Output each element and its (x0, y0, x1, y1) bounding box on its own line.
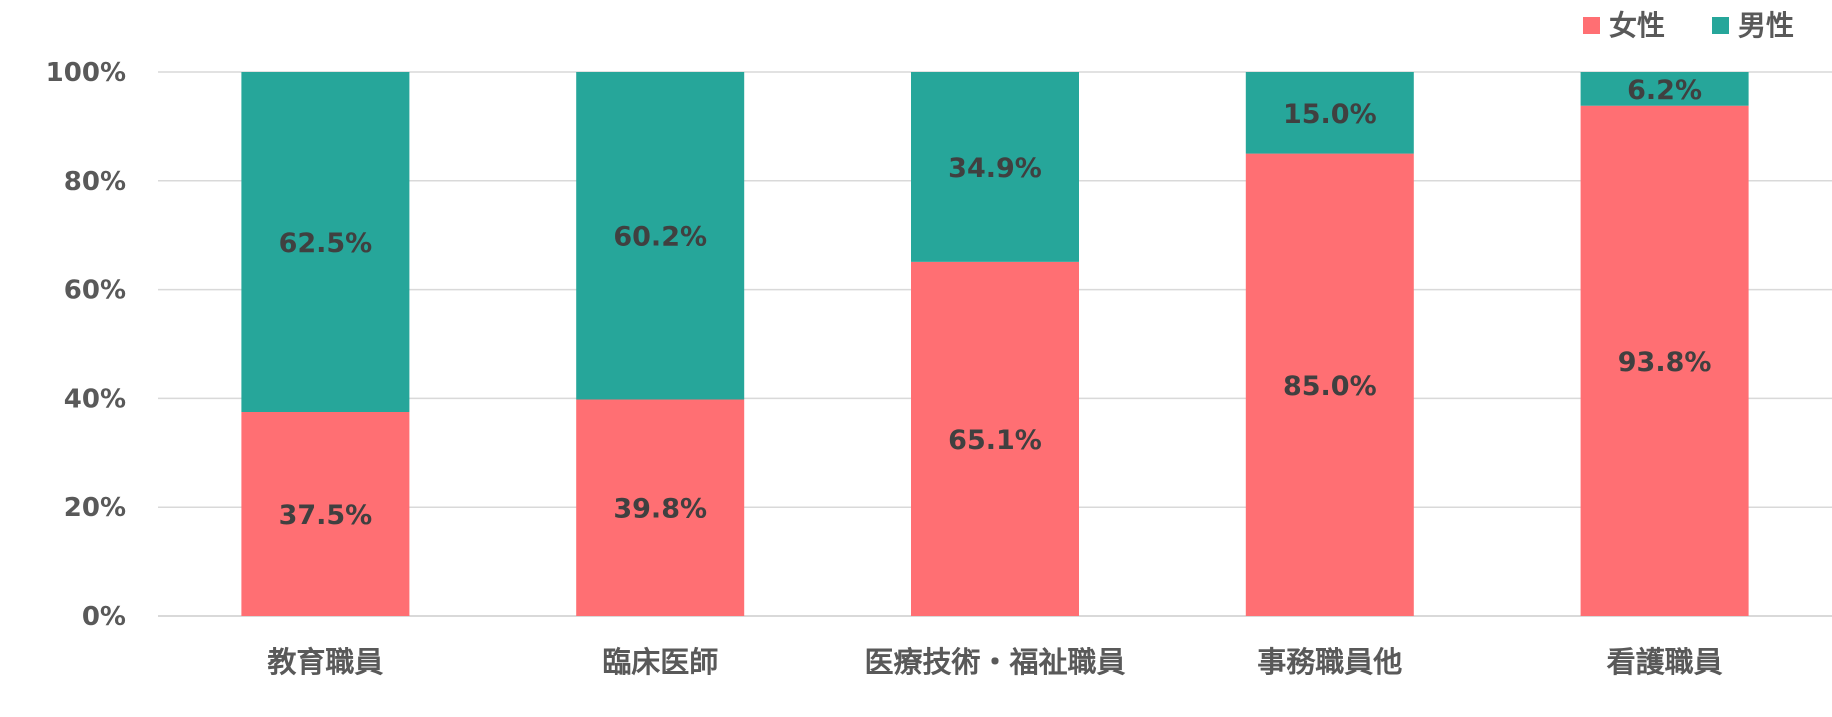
x-tick-label: 臨床医師 (602, 645, 718, 679)
x-tick-label: 医療技術・福祉職員 (864, 645, 1125, 679)
legend-swatch (1712, 17, 1729, 34)
bar-segment (1245, 72, 1414, 154)
y-tick-label: 80% (64, 167, 126, 197)
y-tick-label: 100% (46, 58, 126, 88)
data-label: 37.5% (279, 500, 373, 531)
data-labels: 37.5% 62.5% 39.8% 60.2% 65.1% 34.9% 85.0% 15.0%… (279, 75, 1712, 531)
data-label: 93.8% (1618, 347, 1712, 378)
x-tick-label: 事務職員他 (1257, 645, 1402, 679)
bar-segment (911, 261, 1079, 616)
bar-segment (1580, 72, 1749, 106)
bar-segment (576, 72, 745, 400)
data-label: 62.5% (279, 228, 373, 259)
y-axis-tick-labels: 0% 20% 40% 60% 80% 100% (46, 58, 126, 632)
data-label: 60.2% (613, 222, 707, 253)
legend: 女性 男性 (1583, 9, 1794, 42)
data-label: 34.9% (948, 153, 1042, 184)
bar-segment (241, 412, 410, 616)
y-tick-label: 40% (64, 384, 126, 414)
bar-segment (911, 72, 1079, 262)
bar-segment (576, 399, 745, 616)
bar-segment (241, 72, 410, 412)
data-label: 6.2% (1627, 75, 1702, 106)
legend-label: 女性 (1609, 9, 1665, 42)
y-tick-label: 20% (64, 493, 126, 523)
data-label: 85.0% (1283, 371, 1377, 402)
x-tick-label: 教育職員 (267, 645, 383, 679)
data-label: 65.1% (948, 425, 1042, 456)
x-axis-tick-labels: 教育職員 臨床医師 医療技術・福祉職員 事務職員他 看護職員 (267, 645, 1722, 679)
data-label: 15.0% (1283, 99, 1377, 130)
bar-segment (1245, 153, 1414, 616)
legend-label: 男性 (1738, 9, 1794, 42)
legend-swatch (1583, 17, 1600, 34)
bars (241, 72, 1749, 616)
y-tick-label: 0% (82, 602, 126, 632)
y-tick-label: 60% (64, 276, 126, 306)
x-tick-label: 看護職員 (1607, 645, 1723, 679)
data-label: 39.8% (613, 494, 707, 525)
bar-segment (1580, 105, 1749, 616)
